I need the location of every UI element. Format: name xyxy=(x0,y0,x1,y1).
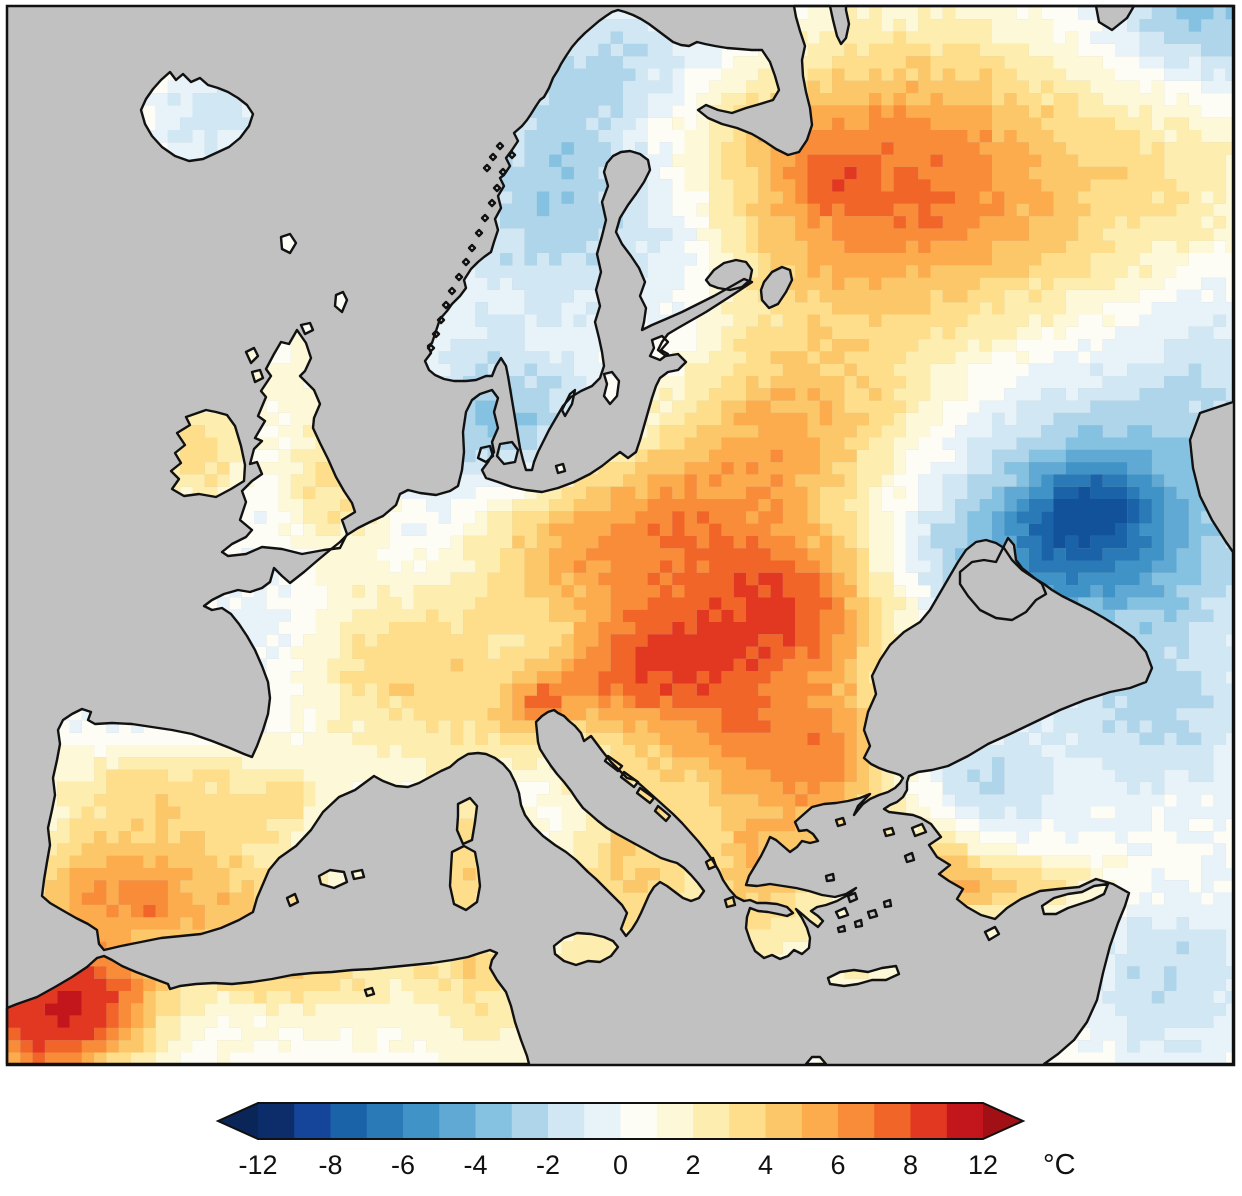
svg-text:12: 12 xyxy=(968,1150,998,1180)
svg-text:°C: °C xyxy=(1043,1149,1076,1181)
svg-text:0: 0 xyxy=(613,1150,628,1180)
svg-text:-12: -12 xyxy=(238,1150,277,1180)
svg-text:6: 6 xyxy=(830,1150,845,1180)
svg-text:4: 4 xyxy=(758,1150,773,1180)
svg-text:-2: -2 xyxy=(536,1150,560,1180)
svg-text:8: 8 xyxy=(903,1150,918,1180)
svg-text:2: 2 xyxy=(685,1150,700,1180)
svg-text:-8: -8 xyxy=(318,1150,342,1180)
svg-text:-6: -6 xyxy=(391,1150,415,1180)
svg-text:-4: -4 xyxy=(463,1150,487,1180)
